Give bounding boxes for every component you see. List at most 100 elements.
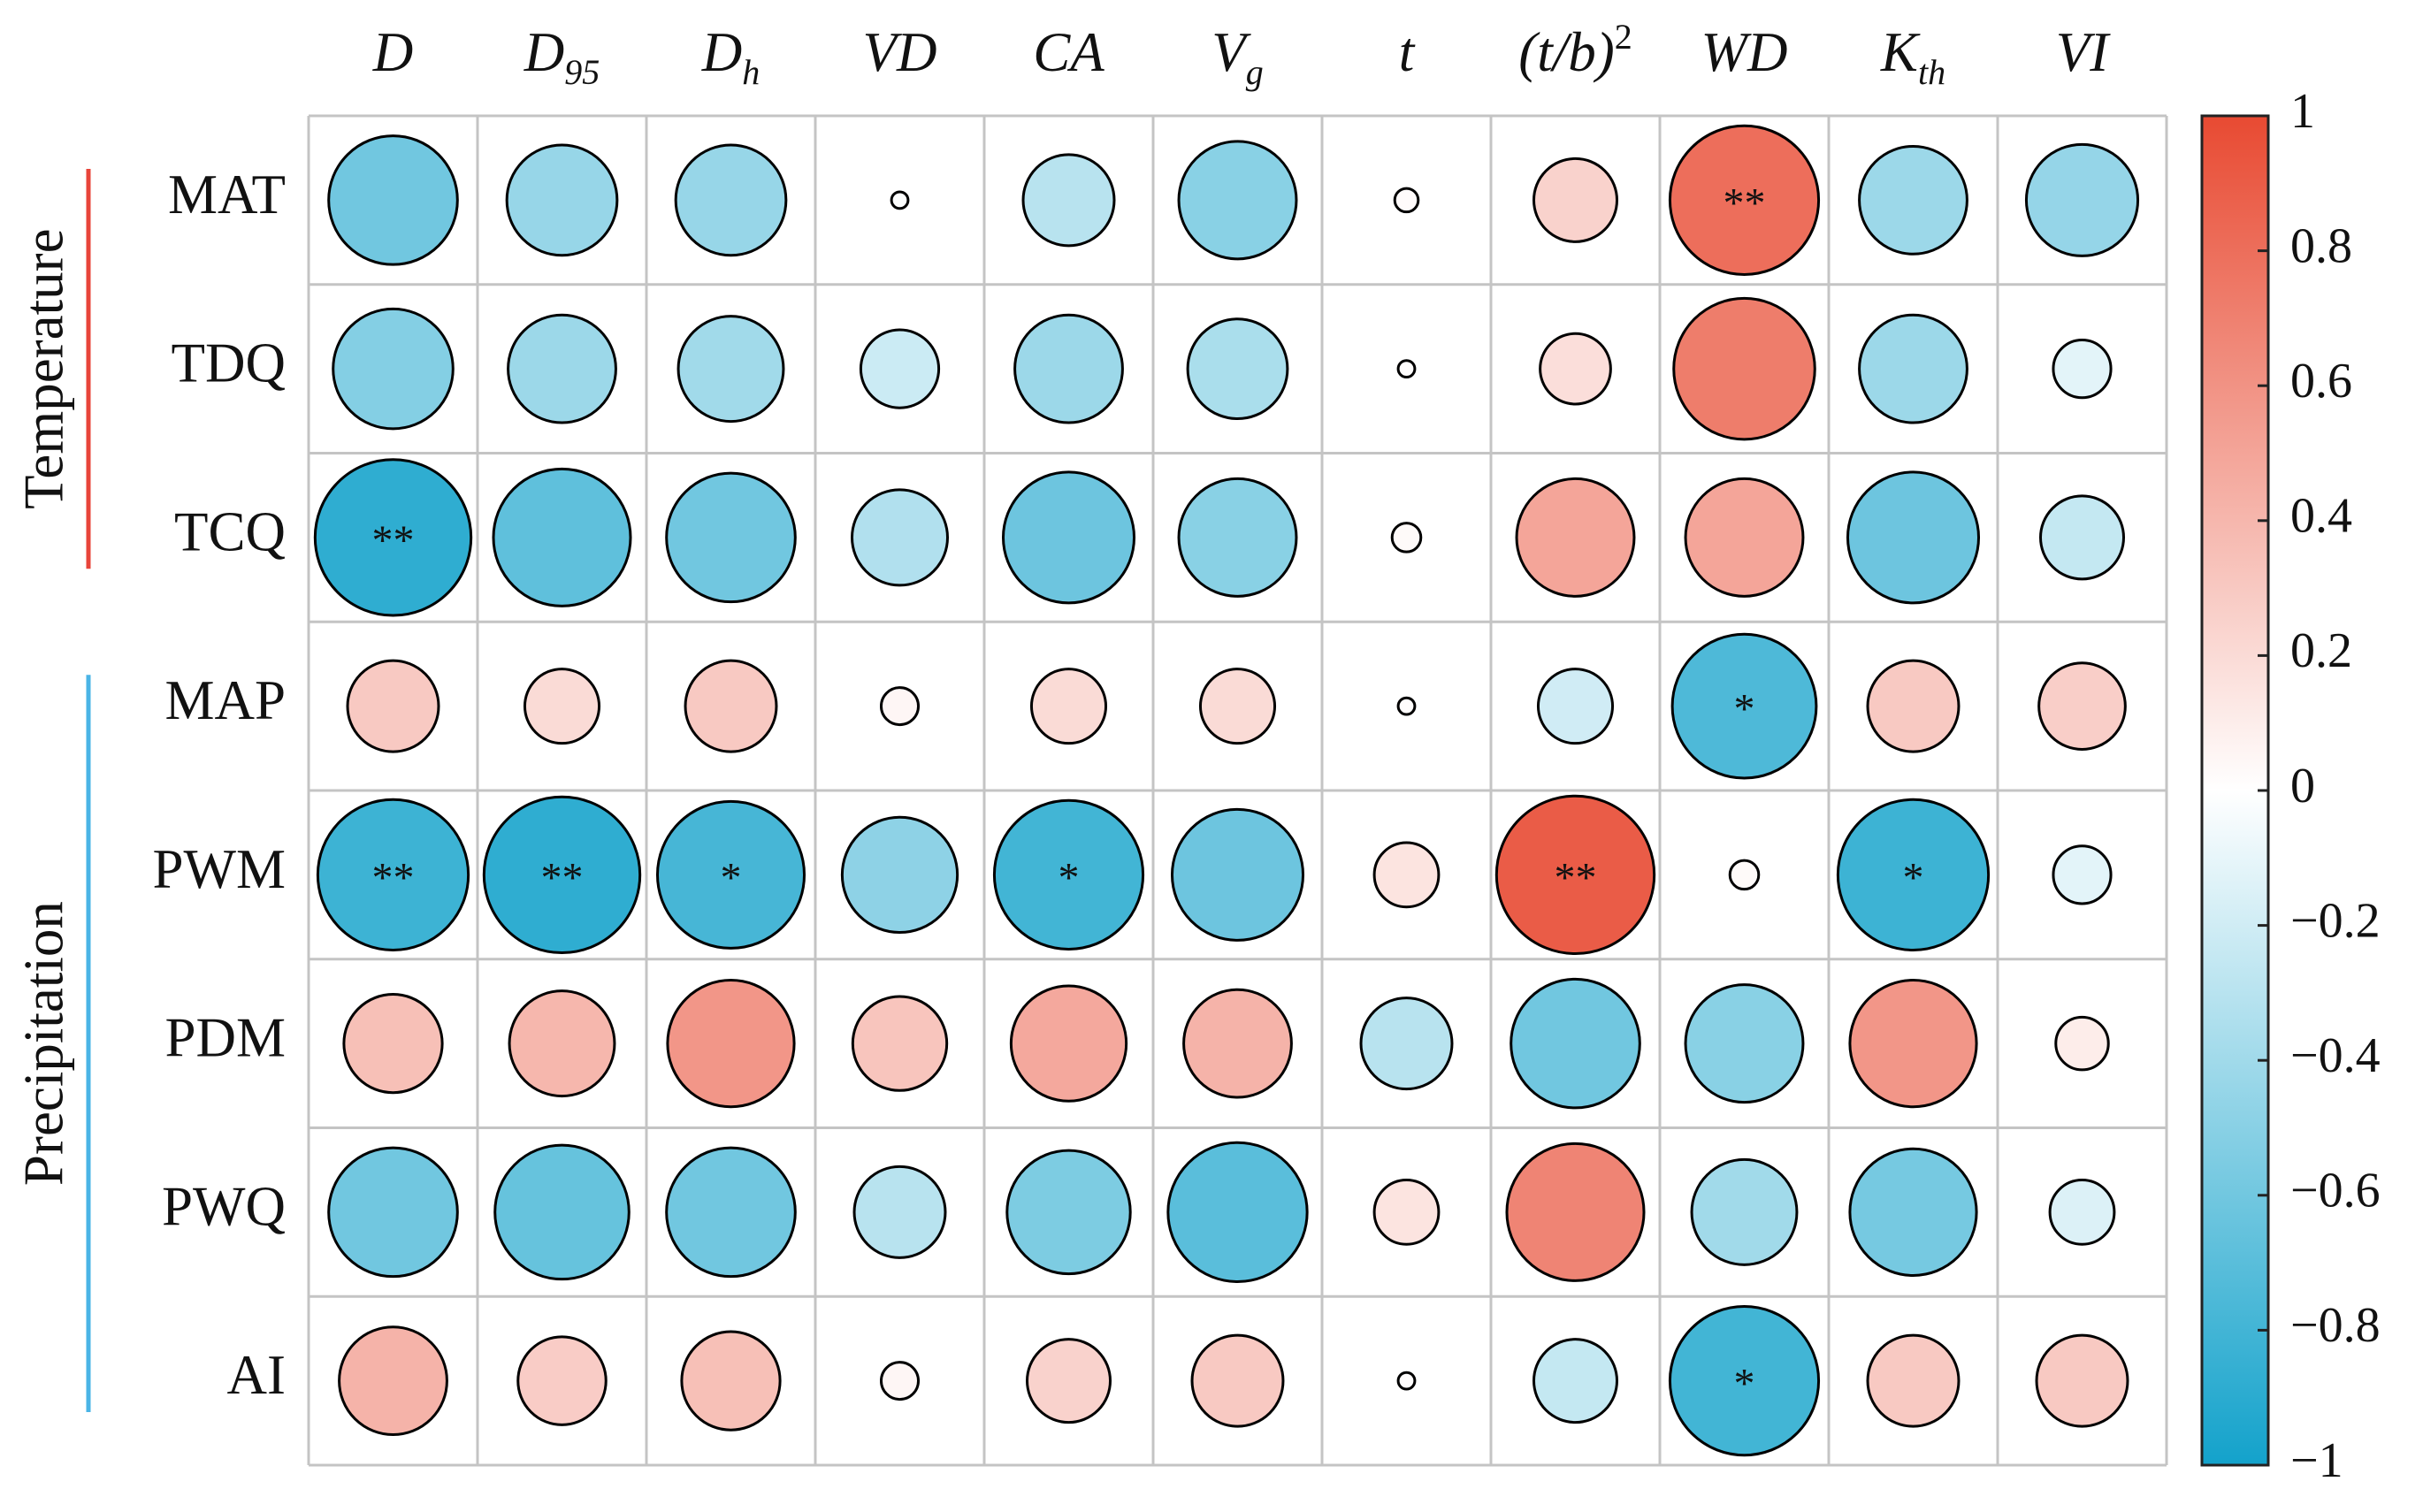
significance-label: **: [1555, 854, 1597, 901]
corr-circle: [1515, 477, 1636, 598]
colorbar-tick-label: 0.6: [2290, 354, 2352, 409]
corr-circle: [665, 471, 797, 604]
corr-circle: [1013, 313, 1124, 424]
corr-circle: [1536, 668, 1615, 745]
corr-circle: [2035, 1333, 2129, 1428]
colorbar-tick-label: 1: [2290, 84, 2315, 139]
corr-circle: [1858, 144, 1968, 256]
corr-circle: [2039, 494, 2125, 581]
corr-circle: [1848, 1147, 1978, 1277]
corr-circle: [1866, 659, 1961, 753]
corr-circle: [1005, 1149, 1132, 1276]
significance-label: **: [1724, 179, 1766, 226]
corr-circle: [346, 659, 440, 753]
corr-circle: [1009, 984, 1128, 1103]
corr-circle: [1396, 359, 1417, 379]
corr-circle: [1177, 477, 1298, 598]
column-label: D: [372, 21, 414, 83]
corr-circle: [1670, 632, 1818, 780]
colorbar-tick-label: 0: [2290, 759, 2315, 813]
column-label-main: K: [1880, 21, 1921, 83]
corr-circle: [493, 1143, 631, 1281]
column-label-main: VI: [2056, 21, 2111, 83]
corr-circle: [684, 659, 778, 753]
significance-label: *: [1734, 686, 1755, 733]
corr-circle: [851, 488, 949, 587]
column-label: Dh: [701, 21, 761, 92]
corr-circle: [992, 798, 1145, 951]
column-label: VD: [863, 21, 937, 83]
row-label: MAP: [164, 669, 286, 731]
corr-circle: [1846, 470, 1981, 605]
column-label: t: [1399, 21, 1416, 83]
colorbar-tick-label: −1: [2290, 1433, 2343, 1488]
row-label: TDQ: [172, 332, 286, 394]
corr-circle: [1186, 317, 1289, 421]
row-label: PDM: [164, 1007, 286, 1069]
corr-circle: [859, 328, 941, 409]
significance-label: **: [372, 854, 415, 901]
significance-label: *: [1734, 1361, 1755, 1408]
corr-circle: [342, 993, 444, 1095]
corr-circle: [2054, 1015, 2110, 1072]
corr-circle: [1533, 1338, 1618, 1424]
corr-circle: [1668, 1305, 1821, 1457]
corr-circle: [1026, 1338, 1112, 1424]
column-label: CA: [1033, 21, 1104, 83]
column-label: Vg: [1212, 21, 1263, 92]
corr-circle: [1533, 157, 1618, 243]
corr-circle: [666, 979, 796, 1109]
corr-circle: [338, 1325, 448, 1437]
corr-circle: [879, 1361, 921, 1401]
column-label-sup: 2: [1615, 17, 1632, 57]
corr-circle: [1494, 794, 1656, 956]
corr-circle: [1858, 313, 1968, 424]
corr-circle: [516, 1335, 608, 1426]
corr-circle: [1848, 979, 1978, 1109]
colorbar-tick-label: 0.2: [2290, 623, 2352, 678]
corr-circle: [676, 315, 785, 424]
corr-circle: [1684, 983, 1805, 1104]
significance-label: *: [721, 854, 742, 901]
column-label-sub: h: [742, 52, 760, 92]
colorbar-tick-label: −0.8: [2290, 1298, 2381, 1353]
column-label-sub: g: [1246, 52, 1264, 92]
column-label: D95: [524, 21, 600, 92]
corr-circle: [1836, 798, 1991, 951]
column-label-main: V: [1212, 21, 1251, 83]
column-label-sub: th: [1918, 52, 1945, 92]
column-label-main: D: [372, 21, 414, 83]
corr-circle: [327, 1146, 459, 1279]
colorbar-tick-label: 0.4: [2290, 489, 2352, 544]
corr-circle: [1177, 140, 1298, 261]
corr-circle: [2052, 844, 2113, 905]
corr-circle: [1728, 859, 1761, 891]
corr-circle: [1170, 807, 1305, 942]
corr-circle: [2052, 339, 2113, 400]
column-label-main: VD: [863, 21, 937, 83]
column-label: (t/b)2: [1518, 17, 1632, 83]
column-label-sub: 95: [564, 52, 600, 92]
column-label: Kth: [1880, 21, 1945, 92]
corr-circle: [674, 143, 788, 257]
corr-circle: [879, 686, 921, 727]
corr-circle: [492, 467, 632, 607]
corr-circle: [655, 799, 806, 950]
corr-circle: [1372, 841, 1441, 909]
column-label-main: (t/b): [1518, 21, 1614, 83]
colorbar: [2200, 114, 2270, 1467]
column-label-main: D: [701, 21, 743, 83]
corr-circle: [1359, 997, 1454, 1091]
column-label-main: CA: [1033, 21, 1104, 83]
corr-circle: [2048, 1178, 2116, 1246]
corr-circle: [851, 995, 949, 1092]
corr-circle: [1021, 153, 1116, 248]
significance-label: **: [541, 854, 584, 901]
row-label: PWM: [152, 838, 286, 900]
column-label: WD: [1701, 21, 1788, 83]
corr-circle: [1166, 1141, 1309, 1284]
corr-circle: [1539, 332, 1612, 406]
corr-circle: [1672, 296, 1816, 441]
colorbar-tick-label: −0.6: [2290, 1164, 2381, 1218]
group-label: Precipitation: [12, 901, 74, 1186]
